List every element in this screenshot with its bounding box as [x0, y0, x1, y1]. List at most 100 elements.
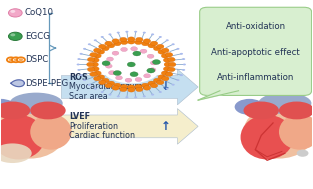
Circle shape [100, 46, 163, 83]
Circle shape [166, 88, 169, 90]
Circle shape [17, 57, 25, 62]
Text: DSPC: DSPC [25, 55, 48, 64]
Ellipse shape [0, 101, 30, 119]
Circle shape [130, 72, 138, 77]
Circle shape [143, 39, 151, 43]
Polygon shape [61, 108, 198, 144]
Polygon shape [198, 91, 239, 100]
Circle shape [102, 61, 110, 66]
Circle shape [101, 36, 104, 38]
Circle shape [114, 41, 121, 46]
Circle shape [161, 53, 169, 58]
Circle shape [97, 50, 105, 54]
Circle shape [94, 71, 101, 75]
Circle shape [177, 48, 180, 50]
Circle shape [165, 72, 173, 76]
Circle shape [141, 41, 149, 46]
Ellipse shape [0, 115, 45, 160]
Circle shape [153, 46, 161, 51]
Circle shape [168, 57, 175, 62]
Circle shape [7, 57, 15, 62]
Circle shape [91, 62, 99, 67]
Circle shape [102, 78, 109, 83]
Circle shape [136, 87, 143, 92]
Circle shape [90, 53, 97, 57]
Circle shape [150, 61, 157, 65]
Circle shape [135, 40, 142, 45]
Circle shape [99, 80, 106, 85]
Circle shape [14, 58, 18, 61]
Circle shape [77, 58, 80, 60]
Circle shape [141, 83, 149, 88]
Circle shape [108, 94, 111, 96]
Circle shape [117, 95, 120, 97]
Circle shape [19, 58, 23, 61]
Text: ↓: ↓ [160, 81, 170, 94]
Circle shape [8, 9, 22, 17]
Circle shape [165, 53, 173, 57]
Ellipse shape [0, 143, 32, 163]
Circle shape [127, 88, 135, 92]
Circle shape [151, 94, 154, 96]
Circle shape [8, 32, 22, 40]
Circle shape [105, 83, 112, 88]
Circle shape [159, 91, 162, 93]
Circle shape [127, 40, 135, 44]
Circle shape [131, 47, 137, 51]
Circle shape [107, 81, 115, 86]
Circle shape [177, 79, 180, 81]
Circle shape [94, 76, 101, 81]
Circle shape [149, 68, 156, 72]
FancyBboxPatch shape [200, 7, 312, 95]
Text: Anti-oxidation: Anti-oxidation [226, 22, 286, 31]
Circle shape [121, 84, 128, 89]
Circle shape [112, 51, 119, 55]
Polygon shape [11, 80, 24, 87]
Circle shape [152, 60, 161, 64]
Circle shape [166, 39, 169, 41]
Circle shape [105, 64, 112, 68]
Circle shape [9, 58, 13, 61]
Circle shape [136, 37, 143, 42]
Circle shape [88, 43, 91, 45]
Circle shape [10, 33, 15, 36]
Circle shape [163, 67, 171, 71]
Circle shape [80, 53, 83, 55]
Circle shape [172, 84, 175, 86]
Circle shape [115, 76, 122, 80]
Ellipse shape [244, 105, 313, 159]
Circle shape [108, 33, 111, 35]
Ellipse shape [279, 114, 313, 150]
Polygon shape [61, 69, 198, 105]
Circle shape [134, 96, 137, 98]
Circle shape [162, 76, 169, 81]
Text: Myocardial enzyme: Myocardial enzyme [69, 82, 148, 91]
Circle shape [143, 32, 146, 33]
Circle shape [112, 86, 119, 90]
Circle shape [113, 70, 121, 75]
Ellipse shape [10, 93, 63, 114]
Circle shape [94, 48, 101, 53]
Circle shape [182, 58, 185, 60]
Circle shape [120, 37, 127, 42]
Circle shape [121, 40, 128, 45]
Circle shape [107, 57, 113, 61]
Ellipse shape [30, 114, 72, 150]
Ellipse shape [244, 101, 279, 119]
Circle shape [156, 80, 164, 85]
Circle shape [148, 81, 155, 86]
Circle shape [120, 87, 127, 92]
Circle shape [158, 50, 165, 54]
Circle shape [77, 64, 80, 65]
Circle shape [99, 44, 106, 49]
Circle shape [161, 71, 169, 75]
Circle shape [125, 96, 128, 98]
Circle shape [180, 74, 183, 76]
Circle shape [90, 72, 97, 76]
Circle shape [134, 31, 137, 33]
Circle shape [92, 58, 99, 62]
Ellipse shape [241, 115, 294, 160]
Circle shape [87, 67, 95, 72]
Text: Anti-apoptotic effect: Anti-apoptotic effect [211, 48, 300, 57]
Circle shape [182, 69, 185, 71]
